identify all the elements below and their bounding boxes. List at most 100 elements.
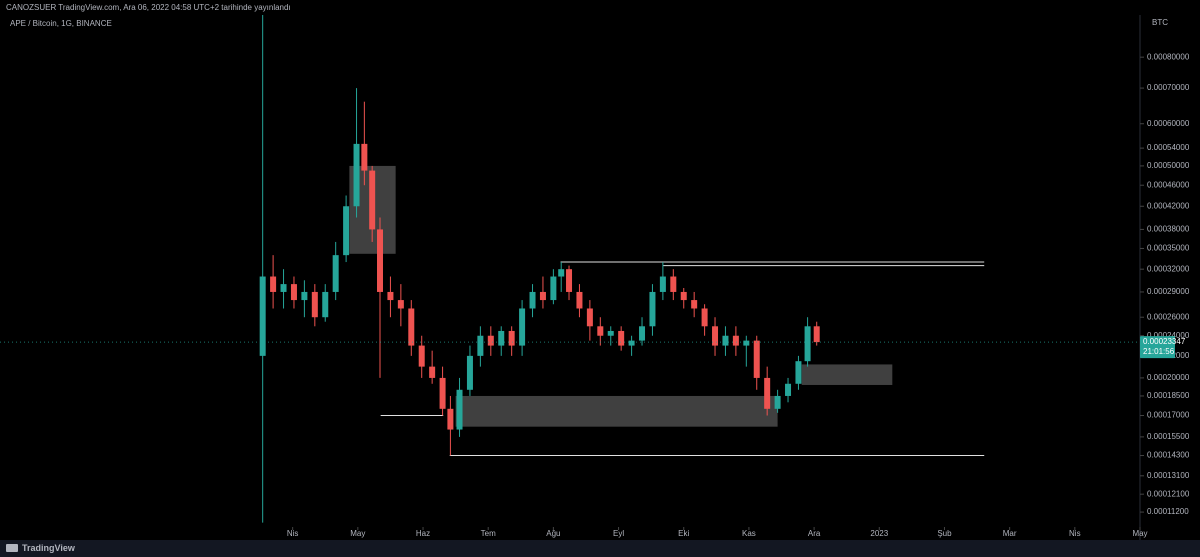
y-tick-label: 0.00015500 [1147,432,1190,441]
x-tick-label: May [350,529,365,538]
y-tick-label: 0.00029000 [1147,287,1190,296]
y-tick-label: 0.00038000 [1147,225,1190,234]
x-tick-label: Mar [1003,529,1017,538]
candle-body [722,335,729,346]
y-tick-label: 0.00017000 [1147,411,1190,420]
candle-body [649,291,656,327]
x-tick-label: Nis [1069,529,1081,538]
candle-body [639,326,646,341]
candle-body [529,291,536,309]
candle-body [301,291,308,301]
candle-body [712,326,719,346]
candle-body [701,308,708,327]
candle-body [418,345,425,367]
y-tick-label: 0.00024000 [1147,331,1190,340]
tradingview-logo: TradingView [6,543,76,553]
candle-body [361,143,368,171]
candle-body [290,284,297,301]
candle-body [311,291,318,318]
brand: TradingView [22,543,76,553]
y-tick-label: 0.00080000 [1147,52,1190,61]
candle-body [618,330,625,346]
y-tick-label: 0.00018500 [1147,391,1190,400]
candle-body [597,326,604,336]
y-tick-label: 0.00060000 [1147,119,1190,128]
x-tick-label: Nis [287,529,299,538]
candle-body [259,276,266,356]
candle-body [691,300,698,309]
candle-body [558,269,565,277]
candle-body [322,291,329,318]
y-tick-label: 0.00046000 [1147,180,1190,189]
y-tick-label: 0.00054000 [1147,143,1190,152]
y-tick-label: 0.00011200 [1147,507,1189,516]
y-tick-label: 0.00050000 [1147,161,1190,170]
candle-body [439,377,446,409]
candle-body [607,330,614,336]
y-tick-label: 0.00014300 [1147,451,1190,460]
candle-body [477,335,484,356]
candle-body [813,326,820,343]
x-tick-label: Eki [678,529,689,538]
candle-body [332,255,339,292]
candle-body [753,340,760,378]
candle-body [270,276,277,292]
candle-body [519,308,526,346]
x-tick-label: Şub [937,529,952,538]
symbol-title: APE / Bitcoin, 1G, BINANCE [10,19,112,28]
candle-body [343,206,350,256]
candle-body [539,291,546,301]
candle-body [743,340,750,346]
candle-body [429,366,436,378]
zone [801,364,893,385]
candle-body [369,170,376,230]
x-tick-label: May [1132,529,1147,538]
candle-body [795,361,802,384]
y-tick-label: 0.00032000 [1147,264,1190,273]
countdown-label: 21:01:56 [1143,347,1175,356]
candle-body [353,143,360,207]
candle-body [508,330,515,346]
y-tick-label: 0.00012100 [1147,489,1190,498]
candle-body [387,291,394,301]
last-price-box [1140,336,1175,359]
currency-label: BTC [1152,18,1168,27]
candle-body [447,408,454,430]
y-tick-label: 0.00020000 [1147,373,1190,382]
candle-body [670,276,677,292]
y-tick-label: 0.00042000 [1147,201,1190,210]
candle-body [550,276,557,301]
last-price-label: 0.00023347 [1143,337,1186,346]
y-tick-label: 0.00035000 [1147,244,1190,253]
y-tick-label: 0.00070000 [1147,83,1190,92]
zone [455,395,778,427]
x-tick-label: Ara [808,529,821,538]
candle-body [785,383,792,396]
y-tick-label: 0.00013100 [1147,471,1190,480]
x-tick-label: Haz [416,529,430,538]
candle-body [408,308,415,346]
candle-body [576,291,583,309]
candle-body [377,229,383,292]
candle-body [659,276,666,292]
published-note: CANOZSUER TradingView.com, Ara 06, 2022 … [6,3,291,12]
candle-body [280,284,287,292]
footer-bar [0,540,1200,557]
candle-body [566,269,573,292]
y-tick-label: 0.00026000 [1147,312,1190,321]
candle-body [498,330,505,346]
x-tick-label: Kas [742,529,756,538]
candle-body [487,335,494,346]
x-tick-label: Eyl [613,529,624,538]
x-tick-label: Ağu [546,529,560,538]
candle-body [764,377,771,409]
candle-body [774,395,781,409]
candle-body [628,340,635,346]
candle-body [804,326,811,362]
candle-body [732,335,739,346]
candle-body [397,300,404,309]
candle-body [466,355,473,390]
x-tick-label: 2023 [870,529,888,538]
